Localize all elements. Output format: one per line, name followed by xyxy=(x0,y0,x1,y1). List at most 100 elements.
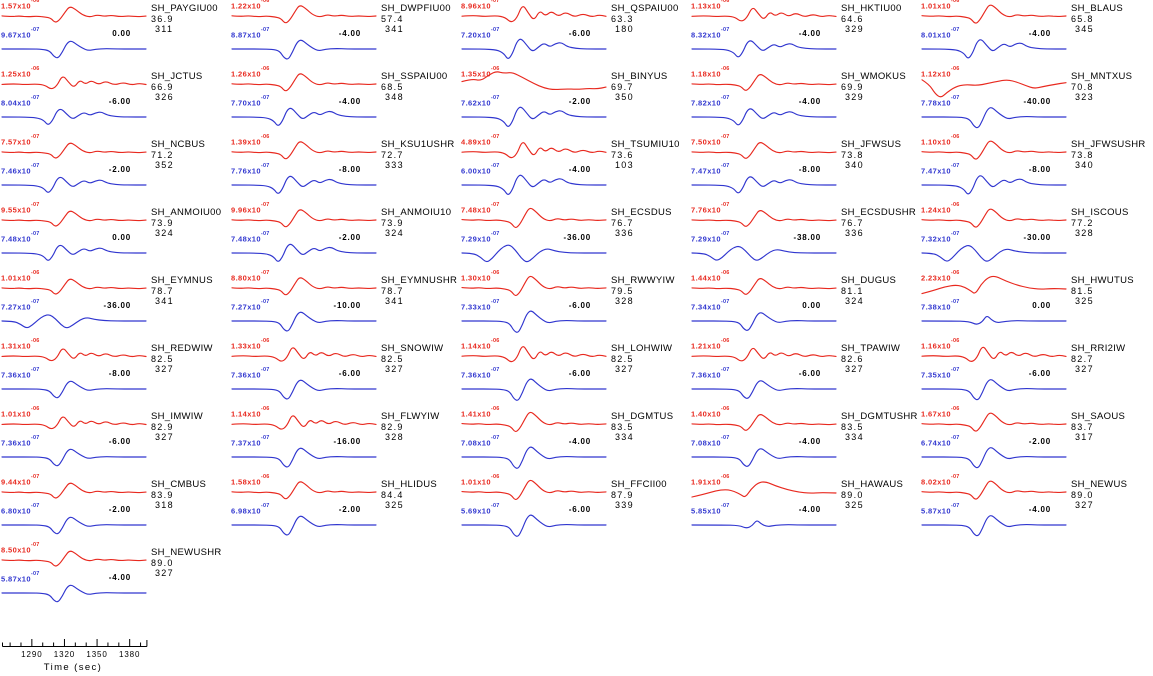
station-name: SH_NEWUS xyxy=(1071,479,1128,490)
red-waveform xyxy=(921,480,1067,500)
time-shift-value: -8.00 xyxy=(798,165,821,174)
blue-waveform xyxy=(461,446,607,469)
blue-amplitude-label: 5.87x10-07 xyxy=(1,571,40,584)
station-name: SH_HWUTUS xyxy=(1071,275,1134,286)
red-amplitude-label: 1.31x10-06 xyxy=(1,338,40,351)
station-name: SH_DWPFIU00 xyxy=(381,3,451,14)
red-amplitude-label: 1.01x10-06 xyxy=(461,474,500,487)
blue-amplitude-label: 8.32x10-07 xyxy=(691,27,730,40)
red-waveform xyxy=(691,7,837,22)
time-shift-value: -2.00 xyxy=(108,505,131,514)
blue-waveform xyxy=(691,40,837,58)
red-waveform xyxy=(691,414,837,431)
station-azimuth: 341 xyxy=(155,296,174,306)
time-shift-value: -4.00 xyxy=(1028,29,1051,38)
time-shift-value: -2.00 xyxy=(108,165,131,174)
time-shift-value: -36.00 xyxy=(103,301,131,310)
red-waveform xyxy=(461,142,607,159)
station-name: SH_HAWAUS xyxy=(841,479,904,490)
blue-waveform xyxy=(461,174,607,195)
station-azimuth: 336 xyxy=(615,228,634,238)
station-distance: 89.0 xyxy=(841,490,864,500)
blue-waveform xyxy=(231,175,377,194)
red-amplitude-label: 1.41x10-06 xyxy=(461,406,500,419)
blue-amplitude-label: 7.08x10-07 xyxy=(691,435,730,448)
blue-waveform xyxy=(1,380,147,399)
station-cell: 9.44x10-07 6.80x10-07 -2.00 SH_CMBUS 83.9 318 xyxy=(0,474,230,544)
station-azimuth: 329 xyxy=(845,92,864,102)
station-name: SH_MNTXUS xyxy=(1071,71,1133,82)
station-distance: 81.1 xyxy=(841,286,864,296)
station-cell: 7.50x10-07 7.47x10-07 -8.00 SH_JFWSUS 73.8 34… xyxy=(690,134,920,204)
station-distance: 78.7 xyxy=(381,286,404,296)
time-axis: 1290 1320 1350 1380 Time (sec) xyxy=(0,636,200,676)
blue-waveform xyxy=(1,584,147,603)
red-waveform xyxy=(1,76,147,90)
station-azimuth: 327 xyxy=(615,364,634,374)
time-shift-value: -40.00 xyxy=(1023,97,1051,106)
time-shift-value: -4.00 xyxy=(798,437,821,446)
station-cell: 1.67x10-06 6.74x10-07 -2.00 SH_SAOUS 83.7 317 xyxy=(920,406,1150,476)
station-distance: 76.7 xyxy=(611,218,634,228)
blue-waveform xyxy=(231,107,377,126)
blue-waveform xyxy=(921,515,1067,537)
red-waveform xyxy=(921,4,1067,24)
station-azimuth: 328 xyxy=(615,296,634,306)
blue-amplitude-label: 7.36x10-07 xyxy=(691,367,730,380)
red-waveform xyxy=(461,71,607,91)
red-waveform xyxy=(921,275,1067,295)
blue-waveform xyxy=(231,39,377,60)
station-name: SH_ISCOUS xyxy=(1071,207,1129,218)
red-amplitude-label: 1.22x10-06 xyxy=(231,0,270,11)
time-shift-value: 0.00 xyxy=(112,29,131,38)
station-azimuth: 341 xyxy=(385,296,404,306)
station-cell: 1.30x10-06 7.33x10-07 -6.00 SH_RWWYIW 79.5 32… xyxy=(460,270,690,340)
station-azimuth: 340 xyxy=(845,160,864,170)
station-distance: 77.2 xyxy=(1071,218,1094,228)
time-shift-value: -4.00 xyxy=(338,29,361,38)
station-distance: 81.5 xyxy=(1071,286,1094,296)
station-cell: 1.35x10-06 7.62x10-07 -2.00 SH_BINYUS 69.7 35… xyxy=(460,66,690,136)
blue-waveform xyxy=(691,108,837,126)
time-shift-value: -8.00 xyxy=(108,369,131,378)
station-distance: 78.7 xyxy=(151,286,174,296)
station-cell: 1.12x10-06 7.78x10-07 -40.00 SH_MNTXUS 70.8 3… xyxy=(920,66,1150,136)
station-azimuth: 325 xyxy=(385,500,404,510)
station-distance: 83.7 xyxy=(1071,422,1094,432)
blue-waveform xyxy=(921,107,1067,129)
station-distance: 89.0 xyxy=(1071,490,1094,500)
red-waveform xyxy=(1,210,147,227)
station-distance: 82.7 xyxy=(1071,354,1094,364)
station-cell: 1.31x10-06 7.36x10-07 -8.00 SH_REDWIW 82.5 32… xyxy=(0,338,230,408)
station-name: SH_JFWSUSHR xyxy=(1071,139,1146,150)
blue-amplitude-label: 9.67x10-07 xyxy=(1,27,40,40)
station-azimuth: 324 xyxy=(385,228,404,238)
station-name: SH_RWWYIW xyxy=(611,275,675,286)
blue-amplitude-label: 7.48x10-07 xyxy=(1,231,40,244)
station-cell: 9.55x10-07 7.48x10-07 0.00 SH_ANMOIU00 73.9 3… xyxy=(0,202,230,272)
station-cell: 8.96x10-07 7.20x10-07 -6.00 SH_QSPAIU00 63.3… xyxy=(460,0,690,68)
station-distance: 73.9 xyxy=(381,218,404,228)
blue-amplitude-label: 5.87x10-07 xyxy=(921,503,960,516)
blue-amplitude-label: 7.36x10-07 xyxy=(231,367,270,380)
station-cell: 8.02x10-07 5.87x10-07 -4.00 SH_NEWUS 89.0 327 xyxy=(920,474,1150,544)
time-shift-value: -4.00 xyxy=(1028,505,1051,514)
station-cell: 1.41x10-06 7.08x10-07 -4.00 SH_DGMTUS 83.5 33… xyxy=(460,406,690,476)
station-cell: 1.10x10-06 7.47x10-07 -8.00 SH_JFWSUSHR 73.8… xyxy=(920,134,1150,204)
blue-amplitude-label: 6.00x10-07 xyxy=(461,163,500,176)
blue-waveform xyxy=(231,243,377,262)
station-name: SH_FLWYIW xyxy=(381,411,440,422)
blue-amplitude-label: 7.27x10-07 xyxy=(1,299,40,312)
time-shift-value: -6.00 xyxy=(1028,369,1051,378)
red-amplitude-label: 1.10x10-06 xyxy=(921,134,960,147)
station-azimuth: 329 xyxy=(845,24,864,34)
station-distance: 82.5 xyxy=(151,354,174,364)
time-shift-value: -38.00 xyxy=(793,233,821,242)
station-name: SH_BLAUS xyxy=(1071,3,1124,14)
blue-waveform xyxy=(691,520,837,529)
station-azimuth: 325 xyxy=(1075,296,1094,306)
time-shift-value: -6.00 xyxy=(568,505,591,514)
red-waveform xyxy=(921,208,1067,228)
station-azimuth: 328 xyxy=(385,432,404,442)
station-azimuth: 348 xyxy=(385,92,404,102)
